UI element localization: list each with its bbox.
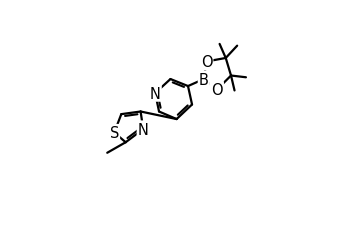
Text: O: O xyxy=(211,83,223,98)
Text: N: N xyxy=(138,122,149,137)
Text: N: N xyxy=(150,86,161,101)
Text: O: O xyxy=(201,55,212,70)
Text: S: S xyxy=(110,126,119,141)
Text: B: B xyxy=(199,72,209,87)
